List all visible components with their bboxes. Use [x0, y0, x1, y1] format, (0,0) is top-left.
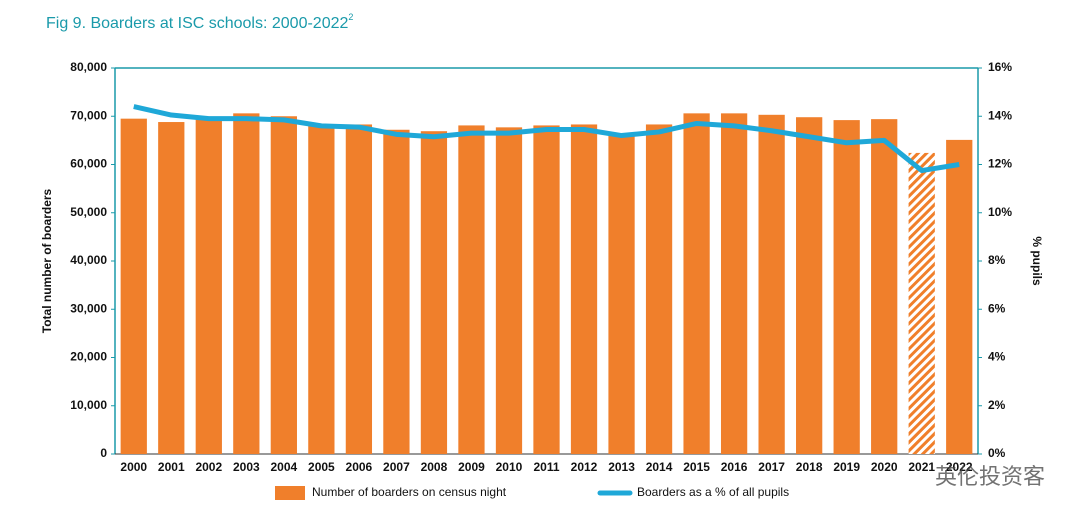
- y2-tick-label: 16%: [988, 60, 1012, 74]
- watermark: 英伦投资客: [935, 464, 1045, 489]
- x-tick-label: 2000: [120, 460, 147, 474]
- bar: [495, 127, 523, 454]
- y2-tick-label: 10%: [988, 205, 1012, 219]
- x-tick-label: 2001: [158, 460, 185, 474]
- x-tick-label: 2014: [646, 460, 673, 474]
- bar: [120, 118, 147, 454]
- y2-tick-label: 0%: [988, 446, 1006, 460]
- y-axis-title: Total number of boarders: [40, 188, 54, 333]
- bar: [458, 125, 485, 454]
- bar: [683, 113, 710, 454]
- x-tick-label: 2021: [908, 460, 935, 474]
- y2-tick-label: 14%: [988, 108, 1012, 122]
- bar: [345, 124, 373, 454]
- legend-label: Number of boarders on census night: [312, 485, 507, 499]
- bar: [270, 116, 297, 454]
- y-tick-label: 20,000: [70, 350, 107, 364]
- line: [133, 104, 960, 174]
- bar: [608, 135, 635, 455]
- x-tick-label: 2009: [458, 460, 485, 474]
- y2-tick-label: 12%: [988, 157, 1012, 171]
- x-tick-label: 2007: [383, 460, 410, 474]
- y-tick-label: 80,000: [70, 60, 107, 74]
- bar: [796, 117, 823, 454]
- bar: [420, 131, 448, 454]
- y2-tick-label: 2%: [988, 398, 1006, 412]
- bar: [383, 129, 410, 454]
- x-tick-label: 2011: [533, 460, 559, 474]
- bar: [195, 119, 222, 454]
- x-tick-label: 2010: [496, 460, 523, 474]
- bar: [645, 124, 673, 454]
- legend-label: Boarders as a % of all pupils: [637, 485, 789, 499]
- y-tick-label: 70,000: [70, 108, 107, 122]
- x-tick-label: 2016: [721, 460, 748, 474]
- y2-tick-label: 4%: [988, 350, 1006, 364]
- bar: [158, 122, 185, 454]
- bar: [758, 114, 785, 455]
- y-tick-label: 30,000: [70, 301, 107, 315]
- y2-axis-title: % pupils: [1030, 236, 1044, 286]
- bar: [908, 152, 935, 455]
- bar: [533, 125, 560, 454]
- bar: [233, 113, 260, 454]
- x-tick-label: 2012: [571, 460, 598, 474]
- x-tick-label: 2002: [195, 460, 222, 474]
- legend-swatch: [275, 486, 305, 500]
- x-tick-label: 2008: [421, 460, 448, 474]
- bar: [570, 124, 598, 454]
- x-tick-label: 2006: [346, 460, 373, 474]
- x-tick-label: 2018: [796, 460, 823, 474]
- y2-tick-label: 6%: [988, 301, 1006, 315]
- x-tick-label: 2003: [233, 460, 260, 474]
- bar: [720, 113, 748, 454]
- x-tick-label: 2015: [683, 460, 710, 474]
- y2-tick-label: 8%: [988, 253, 1006, 267]
- bar: [946, 139, 973, 454]
- bar: [833, 120, 860, 455]
- x-tick-label: 2020: [871, 460, 898, 474]
- x-tick-label: 2004: [270, 460, 297, 474]
- x-tick-label: 2017: [758, 460, 785, 474]
- x-tick-label: 2019: [833, 460, 860, 474]
- x-tick-label: 2013: [608, 460, 635, 474]
- x-tick-label: 2005: [308, 460, 335, 474]
- y-tick-label: 60,000: [70, 157, 107, 171]
- x-tick-label: 2022: [946, 460, 973, 474]
- y-tick-label: 40,000: [70, 253, 107, 267]
- y-tick-label: 0: [100, 446, 107, 460]
- y-tick-label: 10,000: [70, 398, 107, 412]
- chart-title: Fig 9. Boarders at ISC schools: 2000-202…: [46, 12, 353, 32]
- y-tick-label: 50,000: [70, 205, 107, 219]
- bar: [308, 125, 335, 455]
- bar: [871, 119, 898, 455]
